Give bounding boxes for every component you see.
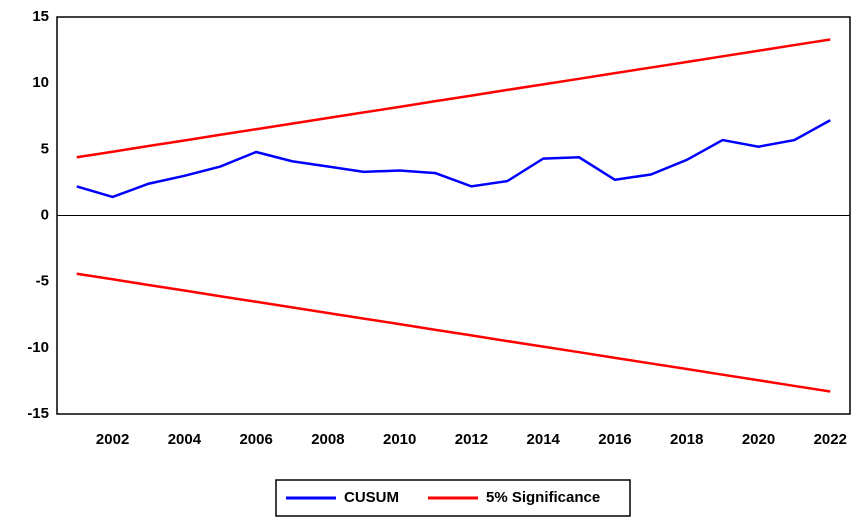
legend: CUSUM 5% Significance (275, 479, 631, 517)
x-tick-label: 2016 (598, 431, 631, 448)
x-tick-label: 2022 (814, 431, 847, 448)
upper-band (76, 38, 831, 159)
tick-labels: -15 -10 -5 0 5 10 15 2002 2004 2006 2008 2010 2012 20… (27, 8, 847, 448)
y-tick-label: -15 (27, 405, 49, 422)
y-tick-label: 15 (32, 8, 49, 25)
x-tick-label: 2018 (670, 431, 703, 448)
y-tick-label: 10 (32, 74, 49, 91)
legend-label: 5% Significance (486, 489, 600, 506)
y-tick-label: 0 (41, 206, 49, 223)
x-tick-label: 2004 (168, 431, 202, 448)
y-tick-label: 5 (41, 140, 49, 157)
x-tick-label: 2006 (239, 431, 272, 448)
x-tick-label: 2020 (742, 431, 775, 448)
cusum-line (76, 119, 831, 199)
lower-band (76, 272, 831, 393)
x-tick-label: 2012 (455, 431, 488, 448)
x-tick-label: 2008 (311, 431, 344, 448)
legend-label: CUSUM (344, 489, 399, 506)
y-tick-label: -5 (36, 273, 49, 290)
x-tick-label: 2014 (527, 431, 561, 448)
x-tick-label: 2002 (96, 431, 129, 448)
x-tick-label: 2010 (383, 431, 416, 448)
marks (76, 38, 831, 393)
y-tick-label: -10 (27, 339, 49, 356)
